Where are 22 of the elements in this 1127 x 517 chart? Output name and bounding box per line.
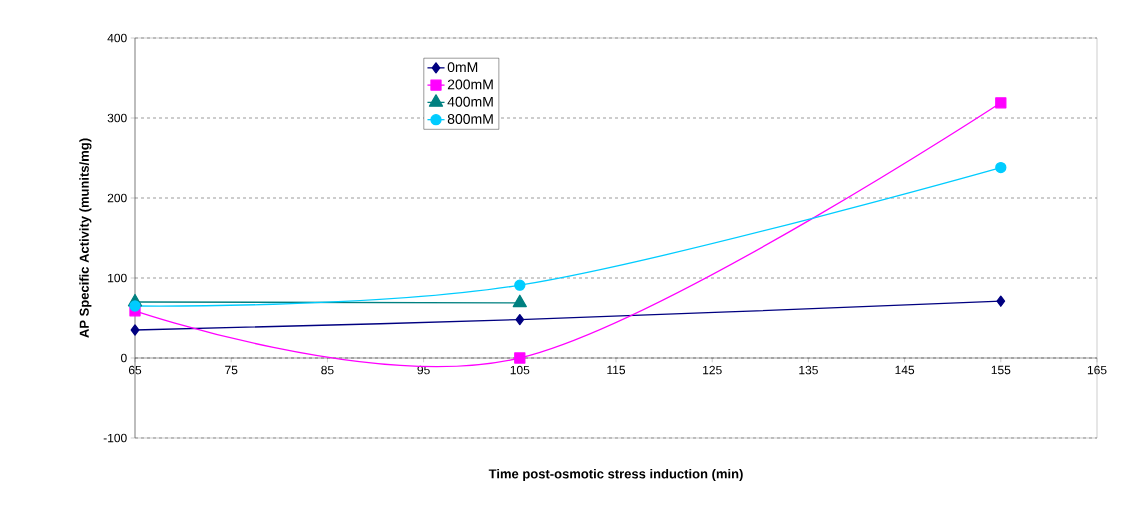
legend-label: 200mM — [447, 79, 493, 90]
y-tick-label: -100 — [103, 433, 127, 443]
x-tick-label: 115 — [607, 365, 626, 375]
x-tick-label: 135 — [799, 365, 818, 375]
x-tick-label: 155 — [991, 365, 1011, 375]
legend-label: 400mM — [447, 96, 493, 107]
x-tick-label: 75 — [225, 365, 238, 375]
x-axis-title: Time post-osmotic stress induction (min) — [488, 468, 743, 482]
y-tick-label: 100 — [108, 273, 127, 283]
x-tick-label: 65 — [128, 365, 142, 375]
x-tick-label: 145 — [895, 365, 915, 375]
x-tick-label: 165 — [1087, 365, 1107, 375]
x-tick-label: 105 — [510, 365, 530, 375]
y-tick-label: 0 — [121, 353, 127, 363]
y-axis-title: AP Specific Activity (munits/mg) — [79, 138, 92, 338]
y-tick-label: 400 — [107, 33, 127, 43]
y-tick-label: 200 — [107, 193, 127, 203]
legend-label: 800mM — [447, 114, 493, 124]
x-tick-label: 125 — [703, 365, 722, 375]
x-tick-label: 85 — [321, 365, 334, 375]
y-tick-label: 300 — [107, 113, 127, 123]
legend-label: 0mM — [447, 62, 478, 73]
